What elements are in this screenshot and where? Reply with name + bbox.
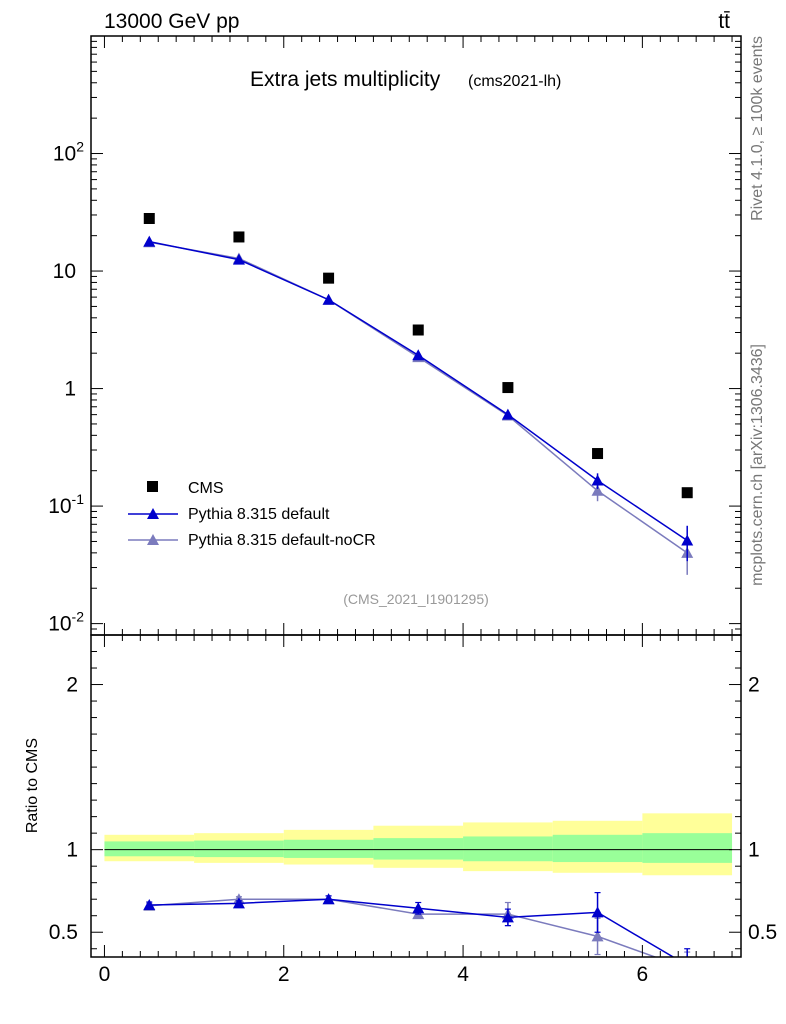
ratio-y-tick-label: 2: [66, 674, 78, 697]
marker-default: [412, 349, 425, 361]
ratio-marker-default: [322, 893, 335, 905]
band-inner-bin: [104, 841, 195, 857]
ratio-uncertainty-band: [104, 813, 733, 876]
legend-marker-cms: [147, 481, 158, 492]
ratio-y-tick-label-right: 2: [748, 674, 760, 697]
marker-cms: [681, 487, 693, 499]
y-tick-label: 10-1: [48, 491, 84, 518]
ratio-marker-default: [501, 911, 514, 923]
legend: CMS Pythia 8.315 default Pythia 8.315 de…: [128, 480, 376, 549]
analysis-id: (CMS_2021_I1901295): [343, 591, 489, 607]
y-tick-label: 102: [53, 139, 84, 166]
plot-title: Extra jets multiplicity: [250, 68, 441, 91]
ratio-y-tick-label: 1: [66, 839, 78, 862]
marker-default: [681, 534, 694, 546]
marker-cms: [143, 212, 155, 224]
band-inner-bin: [463, 836, 553, 862]
y-tick-label: 10-2: [48, 609, 84, 636]
marker-cms: [502, 382, 514, 394]
axes-frame: 0 2 4 6 10-2 10-1 1 10 102 0.5 0.5 1 1 2 2: [48, 35, 777, 986]
x-tick-label: 4: [457, 963, 469, 986]
marker-default: [143, 235, 156, 247]
ratio-marker-default: [143, 898, 156, 910]
legend-label-cms: CMS: [188, 480, 224, 497]
ratio-marker-default: [591, 906, 604, 918]
y-tick-label: 1: [64, 378, 76, 401]
band-inner-bin: [373, 838, 464, 860]
plot-subtitle: (cms2021-lh): [468, 73, 561, 90]
band-inner-bin: [283, 839, 374, 858]
legend-marker-default: [147, 508, 159, 519]
marker-default: [591, 474, 604, 486]
legend-marker-nocr: [147, 534, 159, 545]
band-inner-bin: [194, 840, 284, 858]
line-default: [149, 240, 688, 542]
marker-default: [322, 293, 335, 305]
legend-label-default: Pythia 8.315 default: [188, 506, 330, 523]
x-tick-label: 6: [637, 963, 649, 986]
energy-label: 13000 GeV pp: [104, 10, 239, 33]
ratio-y-tick-label-right: 0.5: [748, 921, 777, 944]
band-inner-bin: [642, 833, 733, 863]
marker-cms: [592, 448, 604, 460]
marker-default: [232, 253, 245, 265]
marker-cms: [233, 231, 245, 243]
ratio-marker-default: [232, 897, 245, 909]
ratio-marker-default: [412, 902, 425, 914]
marker-cms: [412, 324, 424, 336]
x-tick-label: 0: [99, 963, 111, 986]
legend-label-nocr: Pythia 8.315 default-noCR: [188, 532, 376, 549]
ratio-marker-nocr: [591, 930, 604, 942]
y-tick-label: 10: [53, 260, 76, 283]
ratio-frame: [90, 634, 742, 958]
side-label-rivet: Rivet 4.1.0, ≥ 100k events: [749, 36, 766, 221]
ratio-axis-label: Ratio to CMS: [24, 738, 41, 833]
marker-cms: [323, 272, 335, 284]
band-inner-bin: [552, 834, 643, 863]
ratio-series: [143, 891, 693, 974]
side-label-mcplots: mcplots.cern.ch [arXiv:1306.3436]: [749, 344, 766, 586]
x-tick-label: 2: [278, 963, 290, 986]
ratio-marker-default: [681, 959, 693, 970]
marker-nocr: [591, 484, 604, 496]
ratio-y-tick-label: 0.5: [49, 921, 78, 944]
plot-marks: [143, 212, 694, 974]
process-label: tt̄: [718, 10, 730, 33]
marker-default: [501, 408, 514, 420]
ratio-y-tick-label-right: 1: [748, 839, 760, 862]
ratio-marker-nocr: [681, 963, 693, 974]
